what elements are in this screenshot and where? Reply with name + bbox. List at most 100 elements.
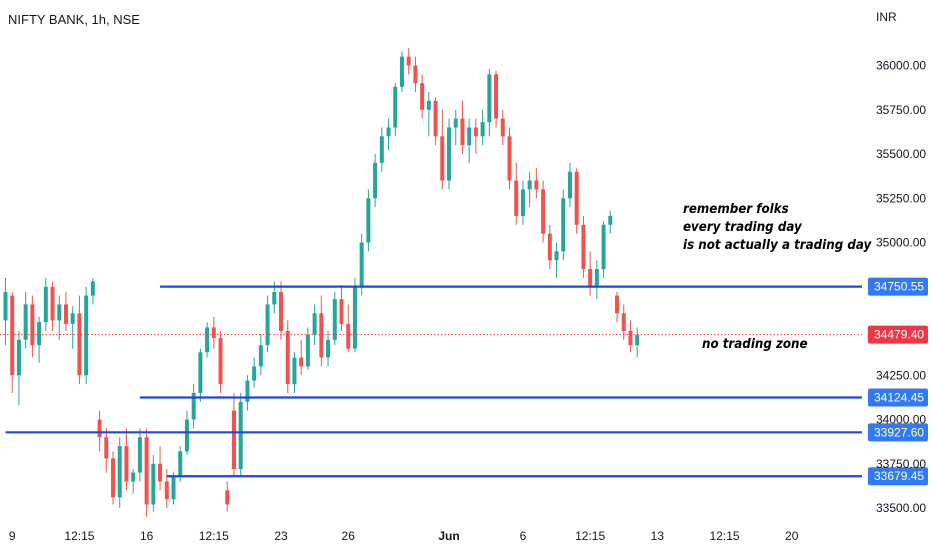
candle-body (111, 458, 116, 498)
candle-body (534, 180, 539, 190)
candle-body (426, 100, 431, 110)
candle (541, 180, 546, 243)
candle-body (272, 292, 277, 305)
candle (588, 251, 593, 296)
level-price-label: 34750.55 (874, 280, 924, 294)
candle-body (238, 401, 243, 470)
time-tick-label: Jun (438, 529, 459, 543)
candle-body (581, 224, 586, 270)
currency-label: INR (876, 10, 897, 24)
candle-body (567, 171, 572, 199)
candle-body (467, 127, 472, 146)
candle (406, 47, 411, 75)
candle-body (628, 331, 633, 346)
candle (111, 451, 116, 505)
level-price-tag (868, 423, 928, 442)
candle (494, 70, 499, 128)
candle-body (319, 313, 324, 358)
candle-body (487, 74, 492, 123)
time-tick-label: 9 (9, 529, 16, 543)
candle (285, 320, 290, 393)
candle (252, 357, 257, 388)
candle-body (332, 299, 337, 340)
candle-body (292, 357, 297, 385)
candle-body (218, 338, 223, 385)
candle-body (507, 136, 512, 181)
candle (433, 97, 438, 146)
price-tick-label: 35000.00 (876, 236, 926, 250)
time-tick-label: 26 (342, 529, 356, 543)
candle (547, 224, 552, 270)
candle-body (413, 65, 418, 84)
candle-body (77, 313, 82, 376)
candle (231, 392, 236, 477)
level-price-tag (868, 277, 928, 296)
candle (131, 469, 136, 494)
price-axis[interactable]: INR 36000.00 35750.00 35500.00 35250.00 35000… (876, 10, 926, 515)
candle (635, 327, 640, 358)
candle (628, 320, 633, 353)
candle (561, 189, 566, 261)
candle-body (245, 380, 250, 402)
candle (43, 277, 48, 331)
candle (211, 316, 216, 349)
candle (164, 469, 169, 508)
candle (567, 162, 572, 208)
candle (366, 189, 371, 252)
candle-body (440, 136, 445, 181)
annotation-line: is not actually a trading day (683, 237, 872, 253)
candle-body (346, 323, 351, 349)
candle (171, 472, 176, 505)
time-tick-label: 20 (785, 529, 799, 543)
candle-body (191, 392, 196, 420)
candle (3, 277, 8, 346)
candle-body (326, 339, 331, 358)
candle (413, 56, 418, 93)
candle (23, 292, 28, 349)
current-price-tag (868, 325, 928, 344)
candle (440, 109, 445, 190)
candle (346, 304, 351, 353)
candle (326, 331, 331, 367)
candle (205, 322, 210, 358)
annotation-line: remember folks (683, 201, 789, 217)
candle-body (366, 198, 371, 243)
candle-body (258, 345, 263, 367)
candle (265, 295, 270, 353)
candle (467, 118, 472, 163)
candle-body (131, 472, 136, 482)
candle (158, 446, 163, 491)
candle-body (494, 74, 499, 119)
level-price-tag (868, 467, 928, 486)
candle (447, 118, 452, 190)
level-price-tag (868, 388, 928, 407)
time-tick-label: 12:15 (199, 529, 229, 543)
candle (534, 168, 539, 199)
candle-body (124, 446, 129, 482)
candle-body (37, 322, 42, 346)
annotation-trading-day: remember folks every trading day is not … (683, 200, 871, 254)
candle (352, 277, 357, 353)
candle-body (151, 463, 156, 505)
candle-body (615, 295, 620, 314)
candle-body (514, 180, 519, 216)
candle (104, 428, 109, 473)
candle (151, 454, 156, 512)
candle (386, 118, 391, 151)
candle (225, 481, 230, 512)
candle (137, 428, 142, 482)
candle-body (43, 286, 48, 323)
candle-body (520, 189, 525, 216)
candle-body (10, 295, 15, 376)
candle (70, 306, 75, 349)
candle-body (527, 180, 532, 190)
candle (258, 334, 263, 376)
candle-body (184, 419, 189, 452)
price-tick-label: 35500.00 (876, 147, 926, 161)
candle-body (635, 334, 640, 346)
candle-body (3, 292, 8, 321)
time-axis[interactable]: 9 12:15 16 12:15 23 26 Jun 6 12:15 13 12:15 20 (9, 529, 799, 543)
candle (30, 295, 35, 358)
candle (84, 286, 89, 385)
